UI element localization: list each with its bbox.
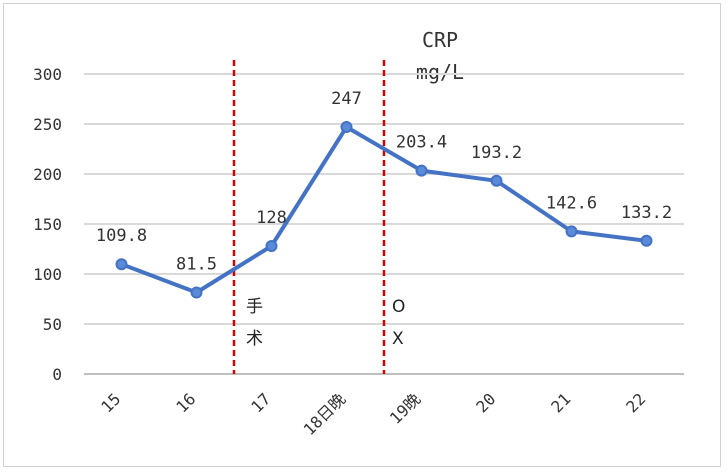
data-point (265, 240, 278, 252)
chart-subtitle: mg/L (416, 60, 464, 84)
x-tick-label: 18日晚 (300, 389, 350, 439)
x-tick-label: 22 (622, 389, 649, 416)
chart-title: CRP (422, 28, 458, 52)
y-tick-label: 250 (33, 115, 62, 134)
data-label: 247 (331, 89, 362, 109)
y-tick-label: 50 (43, 315, 62, 334)
data-point (190, 286, 203, 299)
data-label: 193.2 (471, 143, 522, 163)
series-crp (115, 121, 653, 299)
annotation-text: X (392, 329, 404, 349)
data-label: 142.6 (546, 193, 597, 213)
y-tick-label: 100 (33, 265, 62, 284)
data-labels: 109.8 81.5 128 247 203.4 193.2 142.6 133.2 (96, 89, 672, 275)
annotation-text: 术 (246, 329, 263, 349)
x-axis: 15 16 17 18日晚 19晚 20 21 22 (97, 389, 649, 439)
data-point (415, 164, 428, 177)
annotation-text: 手 (246, 297, 263, 317)
annotations: 手术 OX (232, 60, 405, 374)
y-tick-label: 0 (52, 365, 62, 384)
data-label: 81.5 (176, 255, 217, 275)
data-point (565, 225, 578, 238)
annotation-text: O (392, 297, 405, 317)
y-axis: 0 50 100 150 200 250 300 (33, 65, 62, 384)
data-point (490, 174, 503, 187)
data-point (340, 121, 353, 133)
data-label: 133.2 (621, 203, 672, 223)
y-tick-label: 200 (33, 165, 62, 184)
series-line (120, 125, 647, 295)
x-tick-label: 21 (547, 389, 574, 416)
x-tick-label: 17 (247, 389, 274, 416)
data-label: 109.8 (96, 226, 147, 246)
data-point (640, 234, 653, 247)
y-tick-label: 150 (33, 215, 62, 234)
x-tick-label: 15 (97, 389, 124, 416)
y-tick-label: 300 (33, 65, 62, 84)
data-label: 203.4 (396, 133, 447, 153)
x-tick-label: 19晚 (386, 389, 424, 427)
x-tick-label: 20 (472, 389, 499, 416)
data-label: 128 (256, 208, 287, 228)
data-point (115, 258, 128, 271)
x-tick-label: 16 (172, 389, 199, 416)
